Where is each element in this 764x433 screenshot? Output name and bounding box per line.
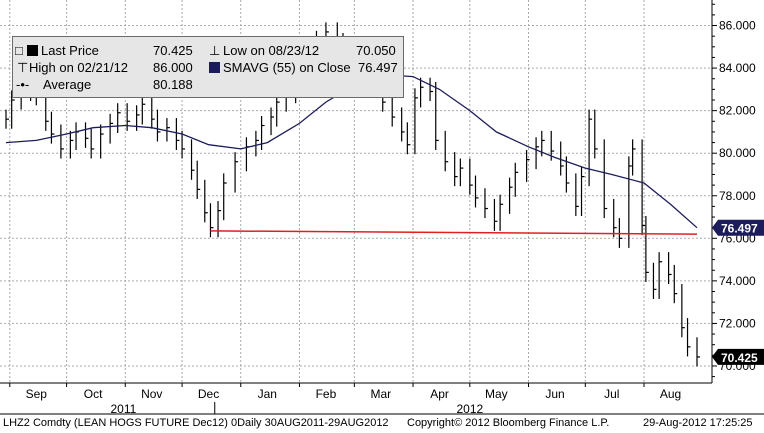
legend-average-value: 80.188 <box>153 77 193 92</box>
legend-high-label: High on 02/21/12 <box>29 60 129 75</box>
last-value-tag-label: 70.425 <box>721 351 758 365</box>
last-value-tags: 76.497 70.425 <box>712 219 764 365</box>
x-year-label: 2012 <box>456 402 483 416</box>
y-axis: 70.00072.00074.00076.00078.00080.00082.0… <box>711 0 756 383</box>
average-marker-icon: -•- <box>16 77 30 92</box>
x-month-label: Dec <box>198 387 219 401</box>
chart-footer: LHZ2 Comdty (LEAN HOGS FUTURE Dec12) 0Da… <box>0 414 764 433</box>
legend-average-label: Average <box>43 77 92 92</box>
footer-security-description: LHZ2 Comdty (LEAN HOGS FUTURE Dec12) 0Da… <box>3 417 389 429</box>
footer-copyright: Copyright© 2012 Bloomberg Finance L.P. <box>407 417 610 429</box>
last-value-tag <box>712 348 764 365</box>
x-month-label: May <box>485 387 508 401</box>
y-tick-label: 72.000 <box>719 316 756 330</box>
x-month-label: Feb <box>316 387 337 401</box>
x-month-label: Apr <box>430 387 449 401</box>
y-tick-label: 80.000 <box>719 146 756 160</box>
x-month-label: Sep <box>26 387 48 401</box>
legend-smavg-label: SMAVG (55) on Close <box>223 60 351 75</box>
y-tick-label: 82.000 <box>719 104 756 118</box>
last-value-tag <box>712 219 764 236</box>
last-value-tag-label: 76.497 <box>721 222 758 236</box>
x-month-label: Mar <box>371 387 392 401</box>
legend-last-price-label: Last Price <box>41 43 99 58</box>
y-tick-label: 74.000 <box>719 274 756 288</box>
x-year-label: 2011 <box>110 402 136 416</box>
legend-smavg-value: 76.497 <box>358 60 398 75</box>
y-tick-label: 78.000 <box>719 189 756 203</box>
x-month-label: Nov <box>141 387 162 401</box>
x-axis: Sep Oct Nov Dec Jan Feb Mar Apr May Jun Jul Aug 2011… <box>0 382 764 416</box>
y-tick-label: 86.000 <box>719 19 756 33</box>
chart-legend: □ Last Price 70.425 ⊥ Low on 08/23/12 70… <box>12 36 404 98</box>
navy-square-icon <box>209 62 220 73</box>
x-month-label: Jan <box>258 387 277 401</box>
footer-timestamp: 29-Aug-2012 17:25:25 <box>643 417 753 429</box>
legend-high-value: 86.000 <box>153 60 193 75</box>
legend-last-price-value: 70.425 <box>153 43 193 58</box>
low-tick-icon: ⊥ <box>209 43 221 58</box>
legend-low-label: Low on 08/23/12 <box>223 43 320 58</box>
black-square-icon <box>27 45 38 56</box>
high-tick-icon: ⊤ <box>17 60 29 75</box>
x-month-label: Oct <box>84 387 103 401</box>
legend-box-icon: □ <box>15 43 23 58</box>
x-month-label: Jun <box>545 387 564 401</box>
legend-low-value: 70.050 <box>356 43 396 58</box>
x-month-label: Jul <box>604 387 619 401</box>
x-month-label: Aug <box>660 387 681 401</box>
chart-gridlines <box>0 0 712 383</box>
support-line <box>210 230 698 235</box>
y-tick-label: 84.000 <box>719 61 756 75</box>
